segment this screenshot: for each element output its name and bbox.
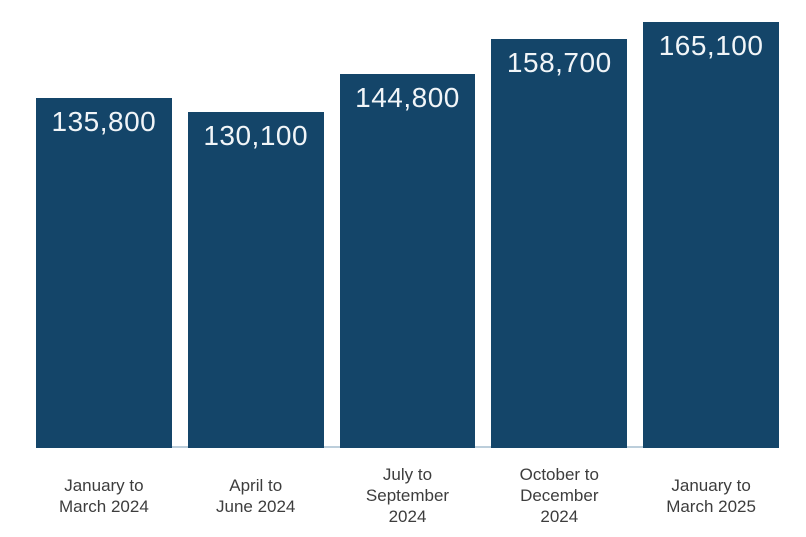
category-label-line: January to bbox=[671, 475, 751, 495]
category-label-line: October to bbox=[519, 465, 599, 484]
category-axis: January to March 2024 April to June 2024 Jul… bbox=[0, 448, 806, 537]
category-label: October to December 2024 bbox=[491, 448, 627, 537]
category-label-line: April to bbox=[229, 475, 283, 495]
category-label-line: 2024 bbox=[388, 507, 427, 526]
bar-value-label: 158,700 bbox=[506, 47, 612, 78]
category-label-line: December bbox=[520, 486, 599, 505]
bar-value-label: 130,100 bbox=[203, 120, 309, 151]
category-label: April to June 2024 bbox=[188, 448, 324, 537]
bar: 144,800 bbox=[339, 74, 476, 448]
category-label-line: January to bbox=[64, 475, 144, 495]
bar-value-label: 165,100 bbox=[658, 30, 764, 61]
category-label-line: July to bbox=[382, 465, 433, 484]
plot-area: 135,800 130,100 144,800 158,700 165,100 bbox=[36, 22, 779, 448]
category-label: January to March 2024 bbox=[36, 448, 172, 537]
category-label: July to September 2024 bbox=[340, 448, 476, 537]
category-label-line: 2024 bbox=[540, 507, 579, 526]
bar: 158,700 bbox=[491, 39, 628, 448]
category-label-line: March 2025 bbox=[666, 496, 756, 516]
bar: 165,100 bbox=[643, 22, 779, 448]
bar: 130,100 bbox=[187, 112, 324, 448]
bar: 135,800 bbox=[36, 98, 172, 448]
category-label-line: March 2024 bbox=[59, 496, 149, 516]
bar-value-label: 135,800 bbox=[51, 106, 157, 137]
bar-value-label: 144,800 bbox=[355, 82, 460, 113]
category-label-line: September bbox=[365, 486, 450, 505]
category-label: January to March 2025 bbox=[643, 448, 779, 537]
category-label-line: June 2024 bbox=[215, 496, 296, 516]
